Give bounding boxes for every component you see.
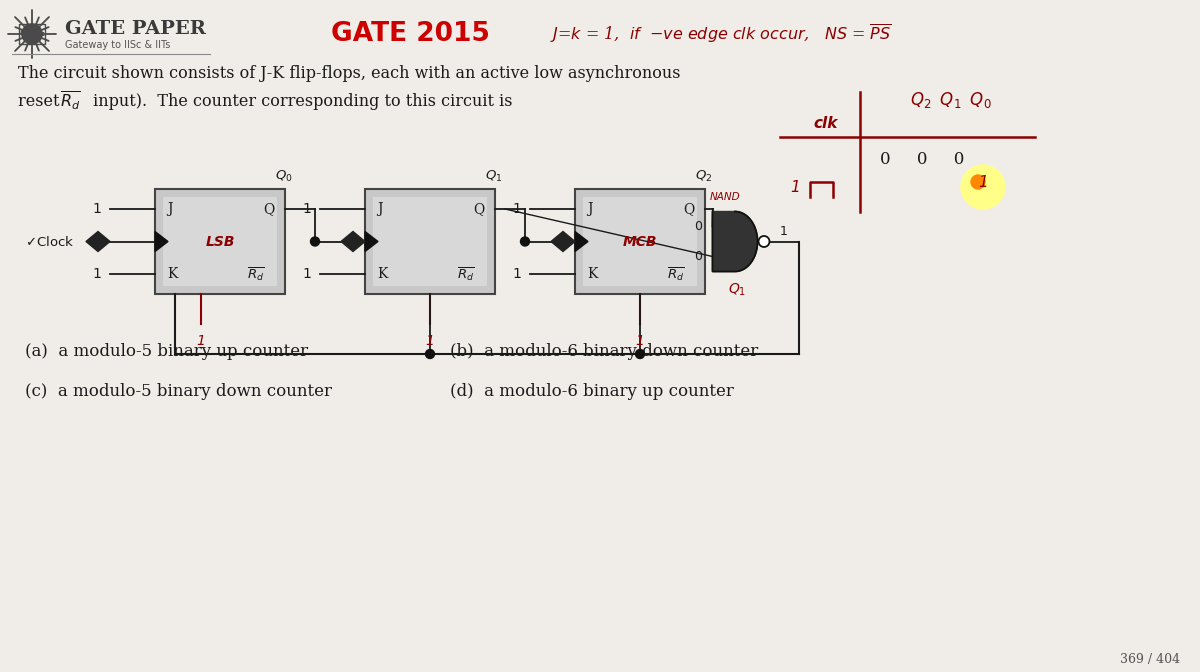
Polygon shape <box>86 231 110 251</box>
Text: clk: clk <box>814 116 838 132</box>
Text: J: J <box>167 202 173 216</box>
Circle shape <box>636 349 644 358</box>
Polygon shape <box>155 231 168 251</box>
Text: $\overline{R_d}$: $\overline{R_d}$ <box>457 265 474 283</box>
Text: Q: Q <box>683 202 695 216</box>
Text: 0: 0 <box>695 220 702 233</box>
Text: (d)  a modulo-6 binary up counter: (d) a modulo-6 binary up counter <box>450 384 734 401</box>
Bar <box>19 24 46 44</box>
Text: 1: 1 <box>512 267 522 281</box>
Polygon shape <box>341 231 365 251</box>
Text: 1: 1 <box>196 334 205 348</box>
Polygon shape <box>575 231 588 251</box>
Text: K: K <box>377 267 388 281</box>
Text: J: J <box>587 202 593 216</box>
Text: 1: 1 <box>92 267 102 281</box>
Text: input).  The counter corresponding to this circuit is: input). The counter corresponding to thi… <box>88 93 512 110</box>
Text: $\checkmark$Clock: $\checkmark$Clock <box>25 235 74 249</box>
Text: 1: 1 <box>780 225 787 238</box>
Circle shape <box>22 24 42 44</box>
Text: $\overline{R_d}$: $\overline{R_d}$ <box>247 265 264 283</box>
Text: GATE PAPER: GATE PAPER <box>65 20 206 38</box>
Text: NAND: NAND <box>710 192 740 202</box>
Text: GATE: GATE <box>19 30 46 38</box>
Bar <box>575 189 706 294</box>
Text: (b)  a modulo-6 binary down counter: (b) a modulo-6 binary down counter <box>450 343 758 360</box>
Circle shape <box>521 237 529 246</box>
Text: $\overline{R_d}$: $\overline{R_d}$ <box>667 265 684 283</box>
Text: 1: 1 <box>790 179 799 194</box>
Text: Q: Q <box>263 202 275 216</box>
Text: 1: 1 <box>978 175 988 190</box>
Polygon shape <box>551 231 575 251</box>
Circle shape <box>961 165 1006 209</box>
Text: K: K <box>587 267 598 281</box>
Bar <box>583 197 697 286</box>
Circle shape <box>426 349 434 358</box>
Text: 1: 1 <box>426 334 434 348</box>
Text: 369 / 404: 369 / 404 <box>1120 653 1180 667</box>
Text: 1: 1 <box>302 267 312 281</box>
Text: $Q_0$: $Q_0$ <box>275 169 293 184</box>
Text: 1: 1 <box>636 334 644 348</box>
Text: MCB: MCB <box>623 235 658 249</box>
Polygon shape <box>365 231 378 251</box>
Text: (c)  a modulo-5 binary down counter: (c) a modulo-5 binary down counter <box>25 384 332 401</box>
Bar <box>373 197 487 286</box>
Text: $Q_2\;\;Q_1\;\;Q_0$: $Q_2\;\;Q_1\;\;Q_0$ <box>910 90 991 110</box>
Text: (a)  a modulo-5 binary up counter: (a) a modulo-5 binary up counter <box>25 343 308 360</box>
Text: The circuit shown consists of J-K flip-flops, each with an active low asynchrono: The circuit shown consists of J-K flip-f… <box>18 65 680 83</box>
Text: $\mathit{J}$=$\mathit{k}$ = 1,  $\mathit{if}$  −$\mathit{ve}$ $\mathit{edge}$ $\: $\mathit{J}$=$\mathit{k}$ = 1, $\mathit{… <box>550 23 892 46</box>
Circle shape <box>971 175 985 189</box>
Text: $Q_2$: $Q_2$ <box>695 169 713 184</box>
Text: Gateway to IISc & IITs: Gateway to IISc & IITs <box>65 40 170 50</box>
Text: 1: 1 <box>302 202 312 216</box>
Text: LSB: LSB <box>205 235 235 249</box>
Bar <box>155 189 286 294</box>
Text: 0     0     0: 0 0 0 <box>880 151 965 169</box>
Text: $Q_1$: $Q_1$ <box>485 169 503 184</box>
Text: Q: Q <box>473 202 485 216</box>
Text: $\overline{R_d}$: $\overline{R_d}$ <box>60 89 80 112</box>
Text: reset: reset <box>18 93 70 110</box>
Text: $Q_1$: $Q_1$ <box>727 282 745 298</box>
Text: 1: 1 <box>512 202 522 216</box>
Text: 1: 1 <box>92 202 102 216</box>
Polygon shape <box>713 212 757 271</box>
Circle shape <box>758 236 769 247</box>
Text: K: K <box>167 267 178 281</box>
Text: J: J <box>377 202 383 216</box>
Text: GATE 2015: GATE 2015 <box>330 21 490 47</box>
Bar <box>365 189 496 294</box>
Circle shape <box>311 237 319 246</box>
Text: 0: 0 <box>695 250 702 263</box>
Bar <box>163 197 277 286</box>
